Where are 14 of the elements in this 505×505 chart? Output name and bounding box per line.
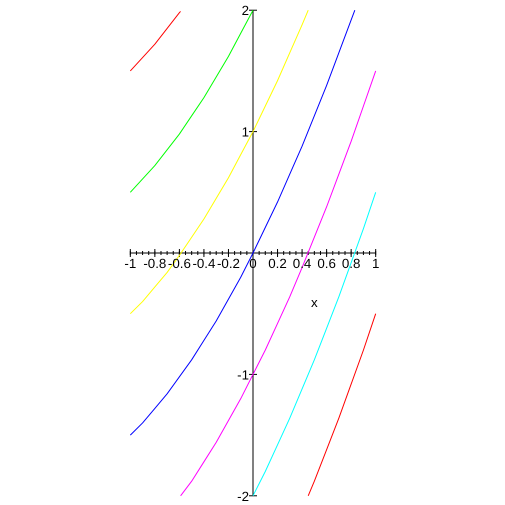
- y-tick-label: 2: [242, 3, 250, 18]
- x-tick-label: -0.4: [192, 256, 216, 271]
- line-series: [130, 10, 182, 72]
- x-tick-label: -0.8: [143, 256, 166, 271]
- y-tick-label: -1: [237, 367, 250, 382]
- x-axis-title: x: [311, 295, 318, 310]
- x-tick-label: -0.2: [216, 256, 240, 271]
- y-tick-label: -2: [237, 488, 250, 504]
- x-tick-label: 0.6: [317, 256, 336, 271]
- x-tick-label: 1: [372, 256, 380, 271]
- line-series: [308, 313, 376, 496]
- x-tick-label: 0.2: [268, 256, 287, 271]
- y-tick-label: 1: [242, 124, 250, 140]
- x-tick-label: -1: [124, 256, 136, 271]
